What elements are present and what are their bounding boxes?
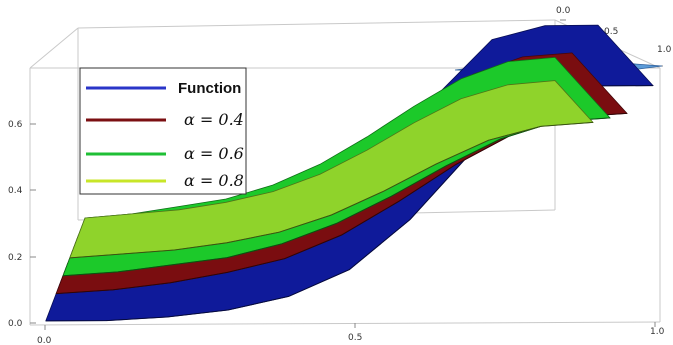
box-edge [29, 27, 79, 69]
y-tick-label: 1.0 [657, 45, 672, 55]
legend: Function α = 0.4 α = 0.6 α = 0.8 [79, 67, 247, 195]
legend-label-alpha-08: α = 0.8 [184, 171, 244, 190]
x-tick-label: 0.0 [37, 336, 52, 345]
z-tick-label: 0.6 [8, 120, 23, 130]
z-tick-label: 0.0 [8, 319, 23, 329]
y-tick-label: 0.0 [556, 6, 571, 16]
x-tick-label: 1.0 [650, 327, 665, 337]
z-tick-labels: 0.0 0.2 0.4 0.6 [8, 120, 23, 329]
x-tick-label: 0.5 [348, 333, 362, 343]
x-tick-labels: 0.0 0.5 1.0 [37, 327, 665, 345]
surfaces-layer [45, 24, 663, 322]
box-edge [29, 321, 661, 326]
z-tick-label: 0.2 [8, 253, 22, 263]
legend-label-alpha-04: α = 0.4 [184, 110, 244, 129]
z-tick-label: 0.4 [8, 186, 23, 196]
surface-front-edge [62, 117, 611, 277]
legend-label-alpha-06: α = 0.6 [184, 144, 244, 163]
legend-label-function: Function [178, 80, 241, 97]
z-axis [30, 123, 36, 324]
surface-front-edge [69, 121, 594, 259]
x-axis [44, 322, 656, 330]
box-edge [77, 19, 556, 29]
y-tick-labels: 0.0 0.5 1.0 [556, 6, 672, 55]
surface-alpha-3 [69, 80, 594, 259]
y-tick-label: 0.5 [604, 27, 618, 37]
